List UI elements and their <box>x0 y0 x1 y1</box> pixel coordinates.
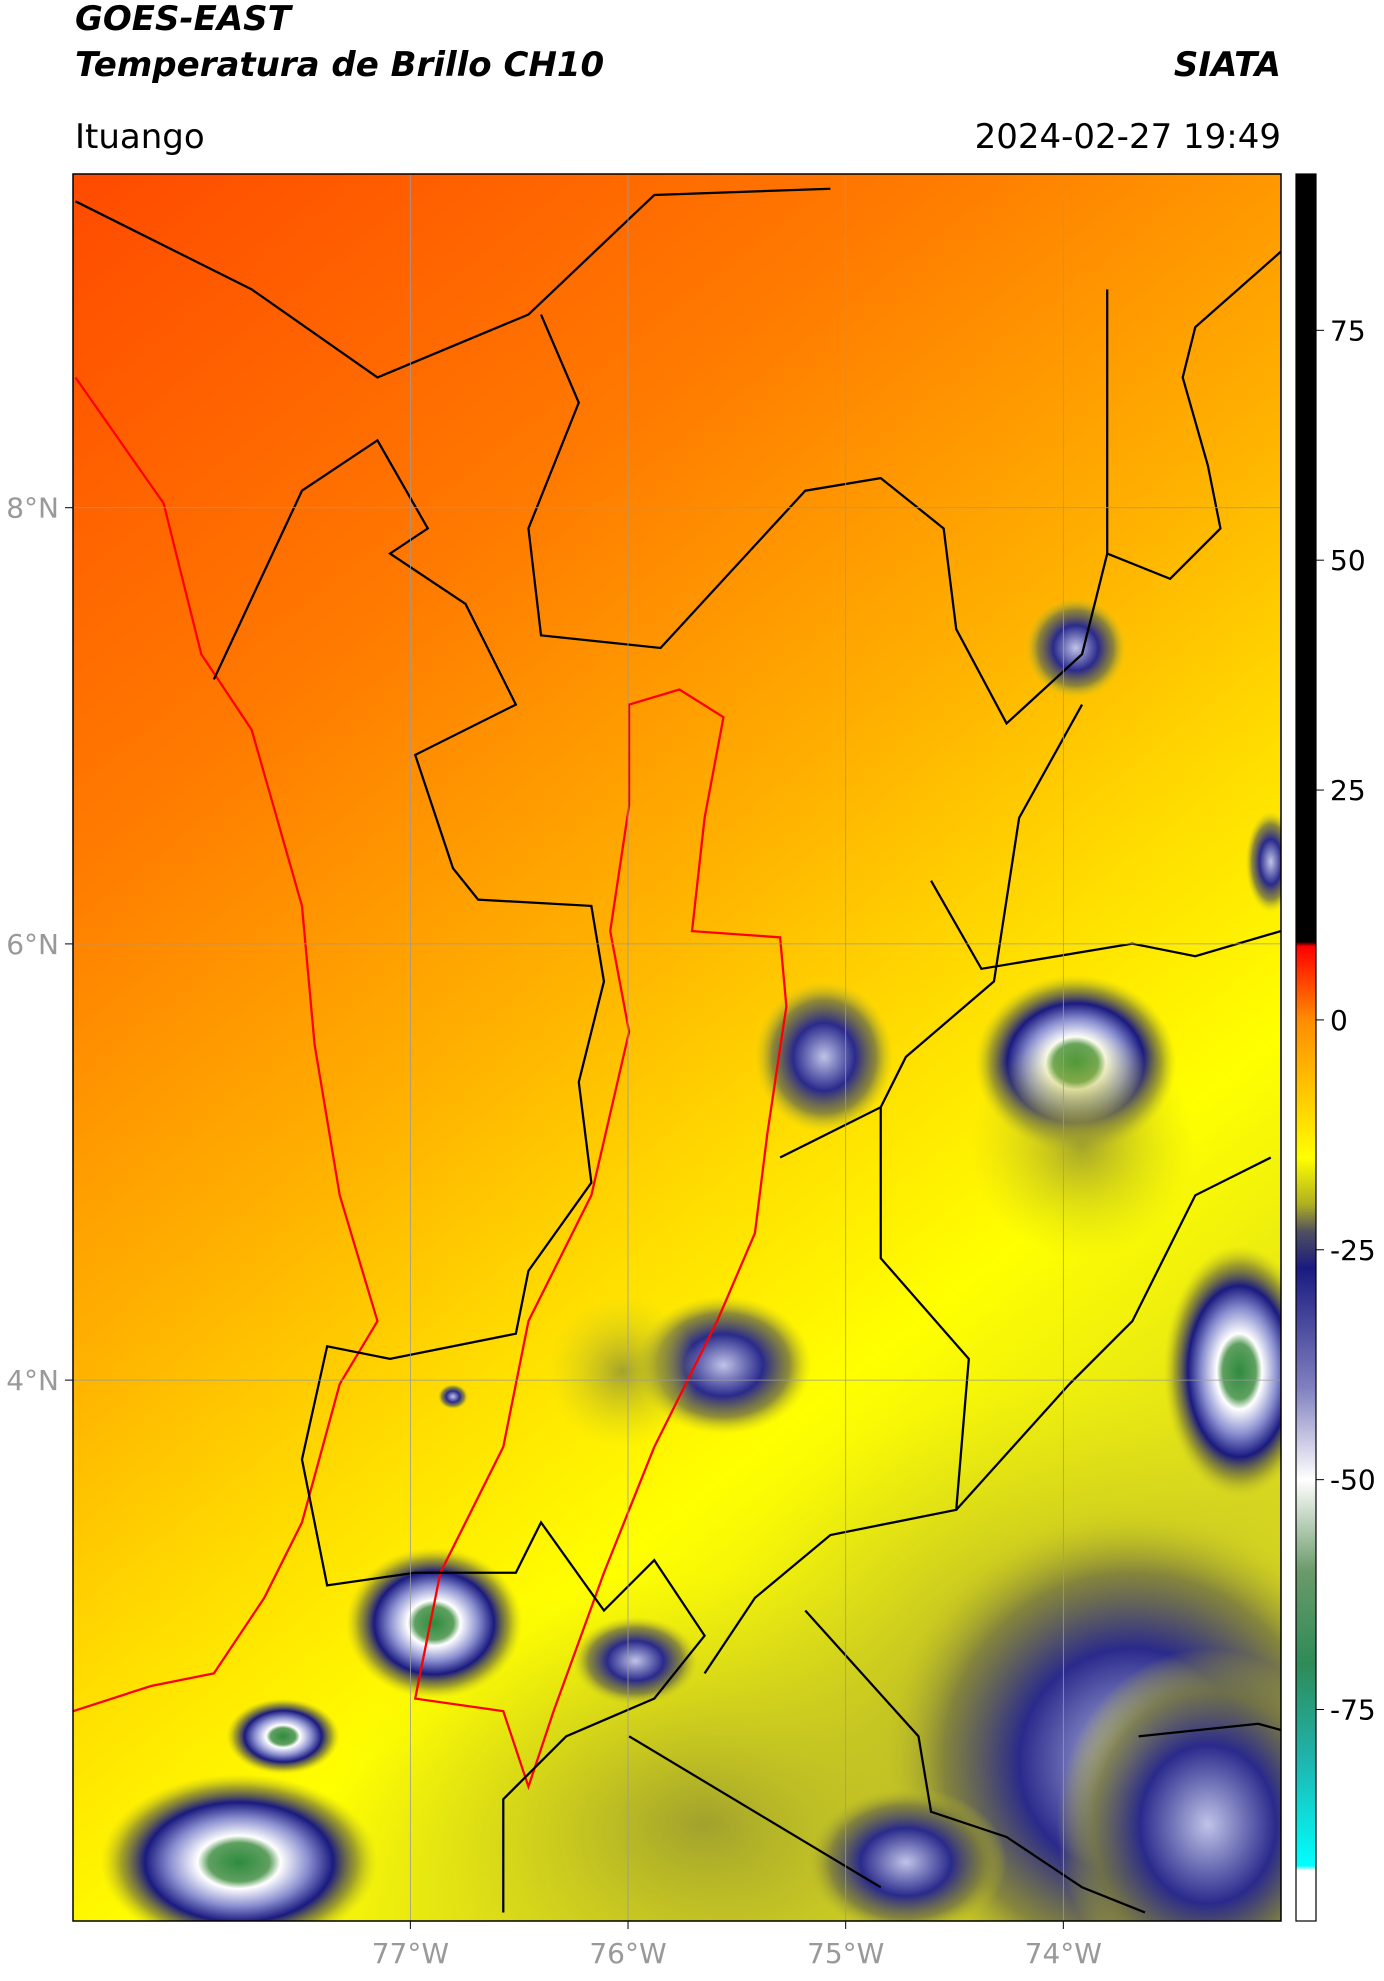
colorbar-tick-label: 50 <box>1330 544 1366 577</box>
colorbar-tick-label: -75 <box>1330 1694 1376 1727</box>
lat-tick-label: 8°N <box>6 492 59 525</box>
product: Temperatura de Brillo CH10 <box>75 45 604 85</box>
lat-tick-label: 6°N <box>6 928 59 961</box>
colorbar-tick-label: 75 <box>1330 314 1366 347</box>
colorbar-tick-label: 25 <box>1330 774 1366 807</box>
source: SIATA <box>1174 45 1281 85</box>
colorbar <box>1295 173 1317 1922</box>
location: Ituango <box>75 117 205 157</box>
lat-tick-label: 4°N <box>6 1364 59 1397</box>
lon-tick-label: 77°W <box>372 1937 449 1970</box>
lon-tick-label: 75°W <box>807 1937 884 1970</box>
lon-tick-label: 74°W <box>1025 1937 1102 1970</box>
lon-tick-label: 76°W <box>589 1937 666 1970</box>
map-frame <box>72 173 1282 1922</box>
datetime: 2024-02-27 19:49 <box>975 117 1281 157</box>
map-image <box>73 174 1281 1921</box>
satellite: GOES-EAST <box>75 0 294 39</box>
colorbar-tick-label: 0 <box>1330 1004 1348 1037</box>
colorbar-tick-label: -50 <box>1330 1464 1376 1497</box>
colorbar-tick-label: -25 <box>1330 1234 1376 1267</box>
